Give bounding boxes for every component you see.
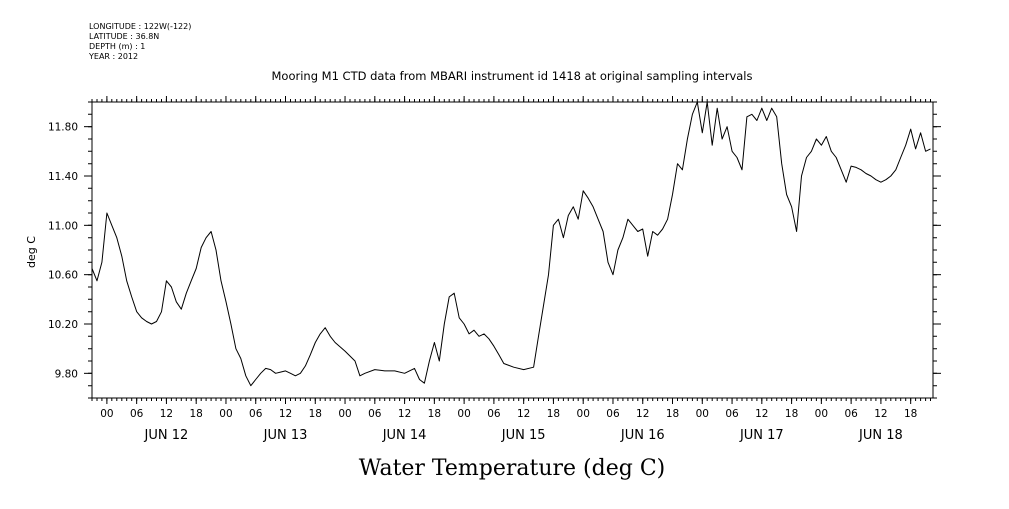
x-day-label: JUN 14	[382, 428, 427, 443]
meta-latitude: LATITUDE : 36.8N	[89, 32, 159, 41]
x-tick-label: 12	[755, 408, 768, 420]
x-tick-label: 12	[398, 408, 411, 420]
x-tick-label: 00	[457, 408, 470, 420]
x-tick-label: 18	[428, 408, 441, 420]
x-tick-label: 06	[606, 408, 620, 420]
y-tick-label: 10.20	[48, 319, 78, 331]
x-tick-label: 06	[844, 408, 858, 420]
x-tick-label: 18	[190, 408, 203, 420]
x-day-label: JUN 17	[739, 428, 784, 443]
x-tick-label: 12	[517, 408, 530, 420]
x-tick-label: 00	[100, 408, 113, 420]
y-tick-label: 11.00	[48, 220, 78, 232]
x-tick-label: 00	[219, 408, 232, 420]
y-tick-label: 9.80	[55, 368, 78, 380]
x-tick-label: 18	[309, 408, 322, 420]
x-tick-label: 12	[160, 408, 173, 420]
y-tick-label: 11.40	[48, 171, 78, 183]
x-tick-label: 18	[547, 408, 560, 420]
x-tick-label: 06	[130, 408, 144, 420]
series-line-water-temperature	[91, 101, 931, 387]
x-day-label: JUN 13	[263, 428, 308, 443]
x-tick-label: 00	[815, 408, 828, 420]
x-tick-label: 06	[487, 408, 501, 420]
y-tick-label: 11.80	[48, 122, 78, 134]
x-day-label: JUN 15	[501, 428, 546, 443]
minor-ticks	[88, 99, 937, 401]
plot-frame	[91, 101, 934, 399]
x-day-label: JUN 16	[620, 428, 665, 443]
x-tick-label: 18	[904, 408, 917, 420]
y-axis-label: deg C	[25, 236, 38, 268]
meta-depth: DEPTH (m) : 1	[89, 42, 145, 51]
x-tick-label: 00	[577, 408, 590, 420]
meta-longitude: LONGITUDE : 122W(-122)	[89, 22, 191, 31]
x-tick-label: 06	[249, 408, 263, 420]
x-tick-label: 18	[785, 408, 798, 420]
meta-year: YEAR : 2012	[88, 52, 138, 61]
x-tick-label: 12	[279, 408, 292, 420]
x-axis-label: Water Temperature (deg C)	[359, 456, 666, 481]
x-day-label: JUN 18	[858, 428, 903, 443]
x-tick-label: 12	[636, 408, 649, 420]
y-tick-label: 10.60	[48, 270, 78, 282]
series	[91, 101, 931, 387]
chart-title: Mooring M1 CTD data from MBARI instrumen…	[272, 69, 753, 83]
x-tick-label: 12	[874, 408, 887, 420]
x-tick-label: 06	[725, 408, 739, 420]
axes: 9.80 10.20 10.60 11.00 11.40 11.80 00 06 12 18 00 0…	[48, 96, 941, 443]
x-tick-label: 00	[338, 408, 351, 420]
x-day-label: JUN 12	[144, 428, 189, 443]
x-tick-label: 18	[666, 408, 679, 420]
x-tick-label: 00	[696, 408, 709, 420]
x-tick-label: 06	[368, 408, 382, 420]
